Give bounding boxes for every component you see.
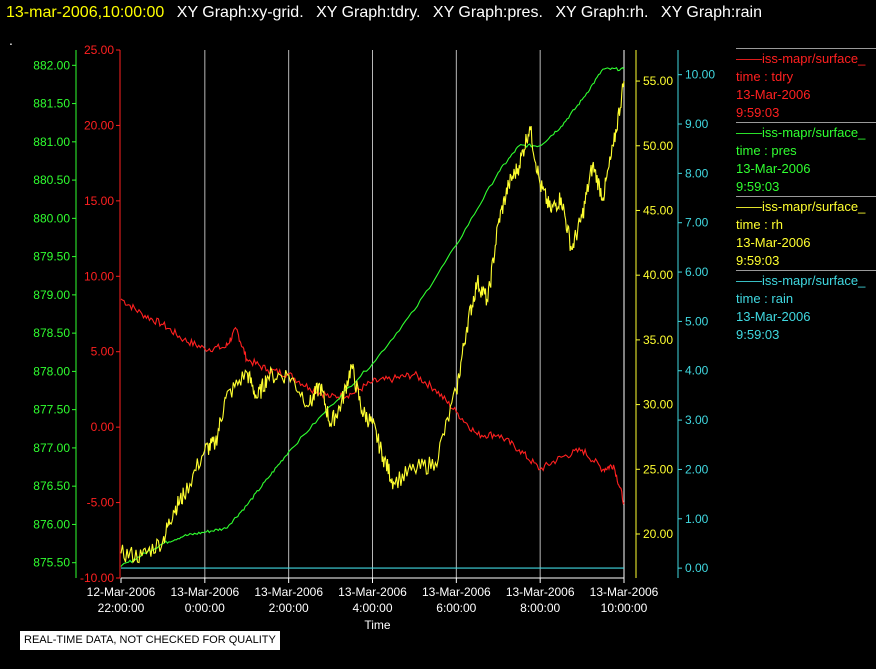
legend: ——iss-mapr/surface_ time : tdry 13-Mar-2… <box>736 48 876 344</box>
legend-date: 13-Mar-2006 <box>736 235 811 250</box>
rain-tick-label: 2.00 <box>685 462 709 476</box>
pres-tick-label: 877.50 <box>33 403 70 417</box>
legend-date: 13-Mar-2006 <box>736 309 811 324</box>
title-bar: 13-mar-2006,10:00:00 XY Graph:xy-grid. X… <box>0 0 876 28</box>
legend-variable: time : tdry <box>736 69 794 84</box>
legend-time: 9:59:03 <box>736 327 780 342</box>
pres-tick-label: 880.50 <box>33 173 70 187</box>
tdry-tick-label: -10.00 <box>80 571 114 585</box>
legend-date: 13-Mar-2006 <box>736 161 811 176</box>
x-tick-label: 13-Mar-2006 <box>254 585 323 599</box>
rh-tick-label: 35.00 <box>643 333 673 347</box>
graph-title-tdry: XY Graph:tdry. <box>316 4 421 21</box>
x-tick-label: 2:00:00 <box>269 601 309 615</box>
legend-time: 9:59:03 <box>736 105 780 120</box>
legend-source: ——iss-mapr/surface_ <box>736 51 866 66</box>
legend-source: ——iss-mapr/surface_ <box>736 199 866 214</box>
pres-tick-label: 876.50 <box>33 479 70 493</box>
legend-source: ——iss-mapr/surface_ <box>736 125 866 140</box>
rain-tick-label: 6.00 <box>685 265 709 279</box>
x-tick-label: 12-Mar-2006 <box>87 585 156 599</box>
legend-entry-pres[interactable]: ——iss-mapr/surface_ time : pres 13-Mar-2… <box>736 122 876 196</box>
tdry-tick-label: 25.00 <box>84 43 114 57</box>
rh-tick-label: 45.00 <box>643 203 673 217</box>
legend-date: 13-Mar-2006 <box>736 87 811 102</box>
header-dot: . <box>9 32 13 48</box>
x-tick-label: 13-Mar-2006 <box>422 585 491 599</box>
pres-tick-label: 875.50 <box>33 556 70 570</box>
legend-variable: time : pres <box>736 143 797 158</box>
graph-title-rain: XY Graph:rain <box>660 4 762 21</box>
x-tick-label: 13-Mar-2006 <box>506 585 575 599</box>
rain-tick-label: 10.00 <box>685 68 715 82</box>
x-tick-label: 0:00:00 <box>185 601 225 615</box>
pres-tick-label: 878.50 <box>33 326 70 340</box>
legend-time: 9:59:03 <box>736 179 780 194</box>
x-tick-label: 4:00:00 <box>352 601 392 615</box>
pres-tick-label: 877.00 <box>33 441 70 455</box>
tdry-tick-label: -5.00 <box>87 496 115 510</box>
legend-entry-rh[interactable]: ——iss-mapr/surface_ time : rh 13-Mar-200… <box>736 196 876 270</box>
rain-tick-label: 7.00 <box>685 216 709 230</box>
pres-tick-label: 881.00 <box>33 135 70 149</box>
legend-entry-tdry[interactable]: ——iss-mapr/surface_ time : tdry 13-Mar-2… <box>736 48 876 122</box>
x-tick-label: 10:00:00 <box>601 601 648 615</box>
series-line-rh <box>120 81 625 564</box>
x-tick-label: 13-Mar-2006 <box>170 585 239 599</box>
quality-disclaimer: REAL-TIME DATA, NOT CHECKED FOR QUALITY <box>20 631 280 650</box>
pres-tick-label: 879.00 <box>33 288 70 302</box>
rh-tick-label: 50.00 <box>643 139 673 153</box>
x-axis-label: Time <box>364 618 391 632</box>
pres-tick-label: 876.00 <box>33 517 70 531</box>
legend-entry-rain[interactable]: ——iss-mapr/surface_ time : rain 13-Mar-2… <box>736 270 876 344</box>
pres-tick-label: 880.00 <box>33 211 70 225</box>
legend-source: ——iss-mapr/surface_ <box>736 273 866 288</box>
tdry-tick-label: 20.00 <box>84 118 114 132</box>
rh-tick-label: 40.00 <box>643 268 673 282</box>
rh-tick-label: 30.00 <box>643 398 673 412</box>
pres-tick-label: 882.00 <box>33 58 70 72</box>
legend-variable: time : rh <box>736 217 783 232</box>
tdry-tick-label: 10.00 <box>84 269 114 283</box>
x-tick-label: 22:00:00 <box>98 601 145 615</box>
rain-tick-label: 0.00 <box>685 561 709 575</box>
timestamp: 13-mar-2006,10:00:00 <box>6 4 165 21</box>
pres-tick-label: 881.50 <box>33 97 70 111</box>
graph-title-xy-grid: XY Graph:xy-grid. <box>176 4 304 21</box>
rh-tick-label: 25.00 <box>643 462 673 476</box>
x-tick-label: 6:00:00 <box>436 601 476 615</box>
graph-title-pres: XY Graph:pres. <box>432 4 543 21</box>
rain-tick-label: 3.00 <box>685 413 709 427</box>
rain-tick-label: 5.00 <box>685 314 709 328</box>
rh-tick-label: 55.00 <box>643 74 673 88</box>
rh-tick-label: 20.00 <box>643 527 673 541</box>
pres-tick-label: 878.00 <box>33 364 70 378</box>
tdry-tick-label: 0.00 <box>91 420 115 434</box>
tdry-tick-label: 15.00 <box>84 194 114 208</box>
legend-time: 9:59:03 <box>736 253 780 268</box>
tdry-tick-label: 5.00 <box>91 345 115 359</box>
x-tick-label: 8:00:00 <box>520 601 560 615</box>
x-tick-label: 13-Mar-2006 <box>338 585 407 599</box>
rain-tick-label: 4.00 <box>685 364 709 378</box>
series-line-pres <box>120 66 625 567</box>
legend-variable: time : rain <box>736 291 794 306</box>
series-line-tdry <box>120 298 625 505</box>
graph-title-rh: XY Graph:rh. <box>555 4 649 21</box>
pres-tick-label: 879.50 <box>33 250 70 264</box>
rain-tick-label: 1.00 <box>685 512 709 526</box>
rain-tick-label: 9.00 <box>685 117 709 131</box>
x-tick-label: 13-Mar-2006 <box>590 585 659 599</box>
rain-tick-label: 8.00 <box>685 166 709 180</box>
